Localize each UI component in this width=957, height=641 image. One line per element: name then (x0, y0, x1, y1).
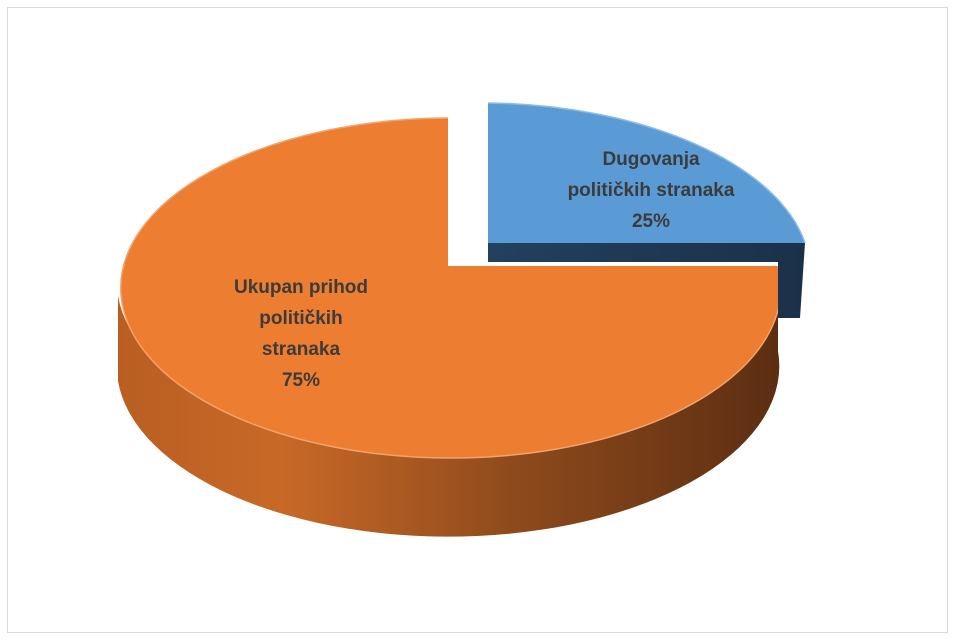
slice-label-ukupan-prihod: Ukupan prihod političkih stranaka 75% (206, 272, 396, 396)
slice-rim-ukupan-prihod (120, 117, 782, 459)
slice-dugovanja (488, 103, 805, 243)
slice-rim-dugovanja (487, 102, 806, 244)
slice-ukupan-prihod (120, 118, 781, 458)
slice-label-dugovanja: Dugovanja političkih stranaka 25% (546, 144, 756, 237)
slice-label-dugovanja-percent: 25% (631, 211, 671, 232)
slice-label-ukupan-line-1: Ukupan prihod (233, 277, 369, 298)
slice-label-ukupan-line-2: političkih (259, 308, 343, 329)
slice-label-ukupan-percent: 75% (281, 370, 321, 391)
slice-label-dugovanja-line-2: političkih stranaka (567, 180, 735, 201)
slice-label-dugovanja-line-1: Dugovanja (602, 149, 700, 170)
slice-side-ukupan-prihod (118, 266, 780, 537)
slice-side-dugovanja (488, 243, 805, 318)
slice-label-ukupan-line-3: stranaka (261, 339, 341, 360)
